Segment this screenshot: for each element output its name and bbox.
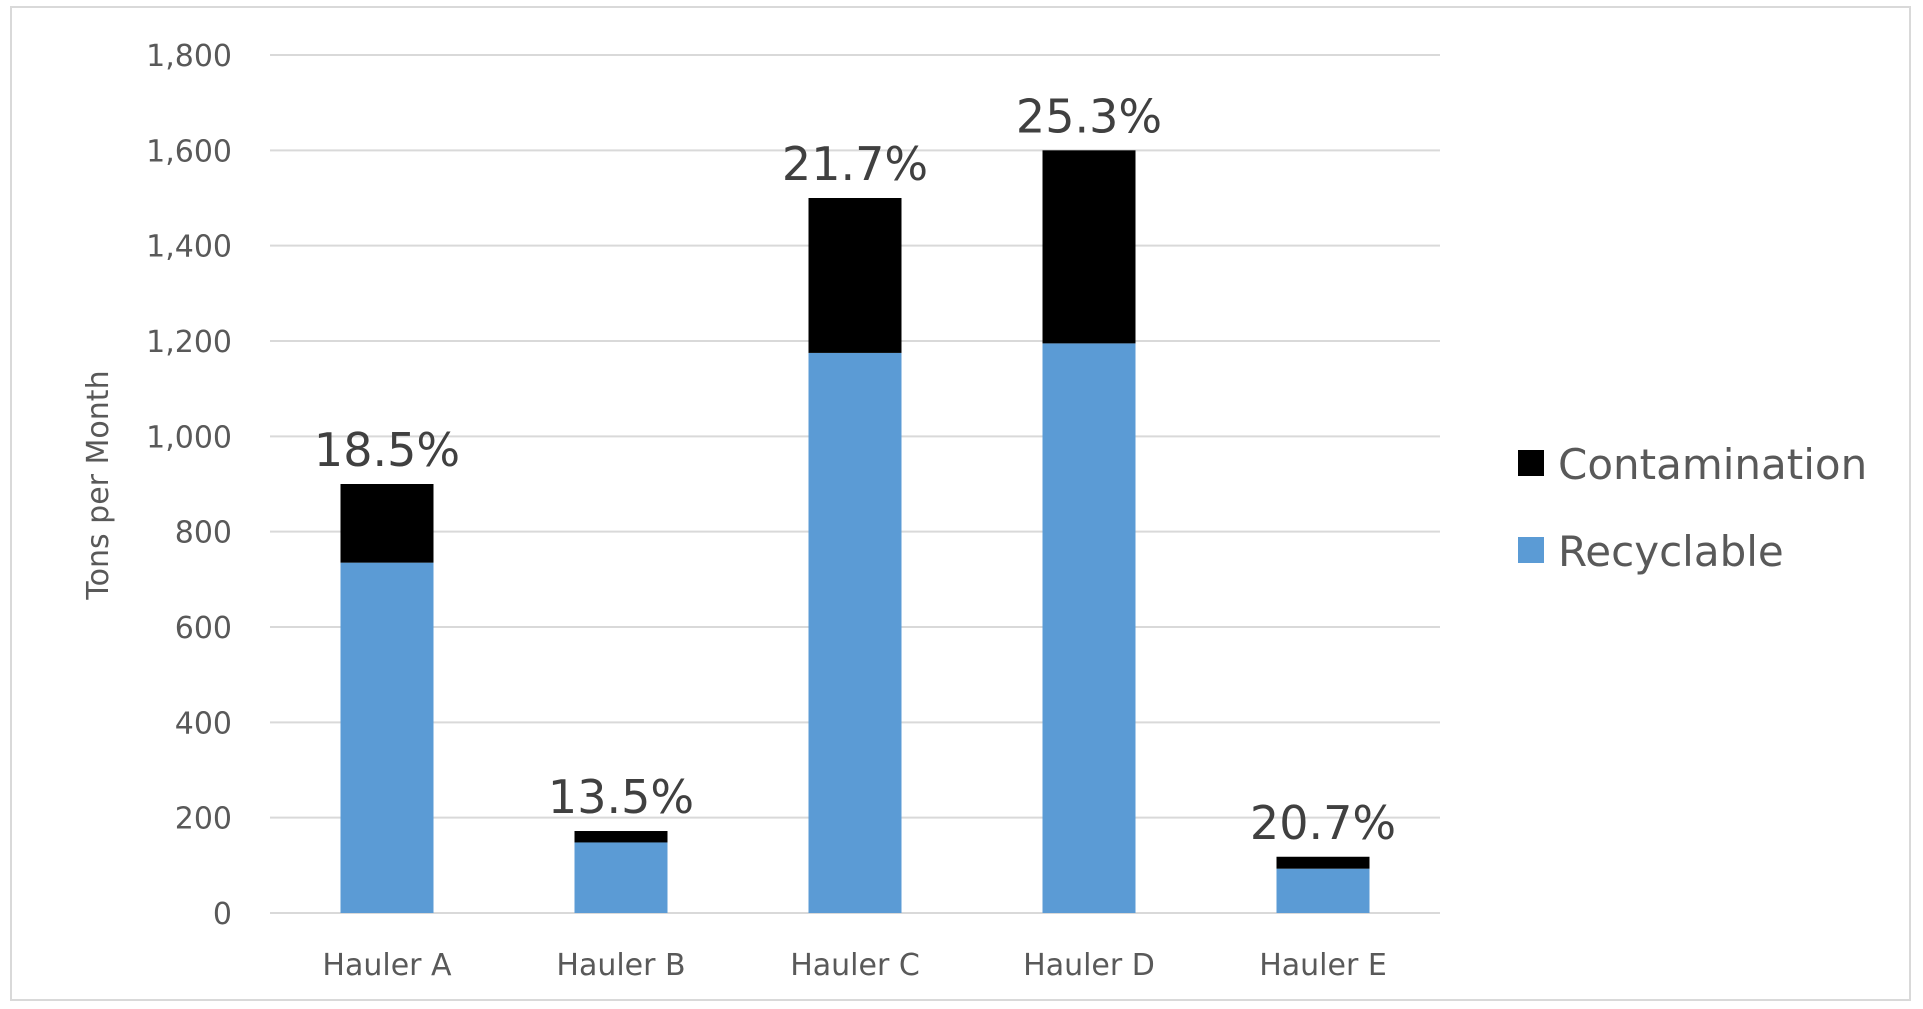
x-tick-label: Hauler A <box>322 948 452 983</box>
y-tick-label: 400 <box>175 706 232 741</box>
data-label: 21.7% <box>782 137 928 191</box>
x-tick-label: Hauler B <box>556 948 685 983</box>
bar-contamination-5 <box>1276 856 1370 869</box>
gridlines <box>270 54 1440 914</box>
legend: Contamination Recyclable <box>1518 440 1867 576</box>
y-tick-label: 1,400 <box>146 230 232 265</box>
bar-contamination-4 <box>1042 150 1136 344</box>
y-tick-label: 200 <box>175 802 232 837</box>
bar-contamination-2 <box>574 831 668 843</box>
y-tick-label: 0 <box>213 897 232 932</box>
bar-recyclable-2 <box>574 842 668 913</box>
legend-label-recyclable: Recyclable <box>1558 527 1784 576</box>
x-axis-ticks: Hauler A Hauler B Hauler C Hauler D Hauler E <box>322 948 1386 983</box>
bar-recyclable-4 <box>1042 343 1136 914</box>
data-label: 25.3% <box>1016 89 1162 143</box>
x-tick-label: Hauler C <box>790 948 920 983</box>
y-axis-title: Tons per Month <box>81 370 116 600</box>
y-tick-label: 1,800 <box>146 39 232 74</box>
y-tick-label: 1,000 <box>146 420 232 455</box>
y-tick-label: 800 <box>175 516 232 551</box>
data-label: 13.5% <box>548 770 694 824</box>
x-tick-label: Hauler E <box>1259 948 1387 983</box>
legend-swatch-recyclable <box>1518 537 1544 563</box>
y-tick-label: 600 <box>175 611 232 646</box>
bar-contamination-3 <box>808 198 902 353</box>
chart-frame <box>10 6 1911 1001</box>
bar-recyclable-5 <box>1276 868 1370 913</box>
y-tick-label: 1,200 <box>146 325 232 360</box>
data-label: 20.7% <box>1250 796 1396 850</box>
bars <box>340 150 1370 914</box>
bar-recyclable-1 <box>340 562 434 913</box>
bar-contamination-1 <box>340 484 434 563</box>
data-label: 18.5% <box>314 423 460 477</box>
y-tick-label: 1,600 <box>146 134 232 169</box>
data-labels: 18.5% 13.5% 21.7% 25.3% 20.7% <box>314 89 1396 849</box>
bar-recyclable-3 <box>808 352 902 914</box>
x-tick-label: Hauler D <box>1023 948 1155 983</box>
legend-label-contamination: Contamination <box>1558 440 1867 489</box>
legend-swatch-contamination <box>1518 450 1544 476</box>
y-axis-ticks: 0 200 400 600 800 1,000 1,200 1,400 1,600 1,800 <box>146 39 232 932</box>
